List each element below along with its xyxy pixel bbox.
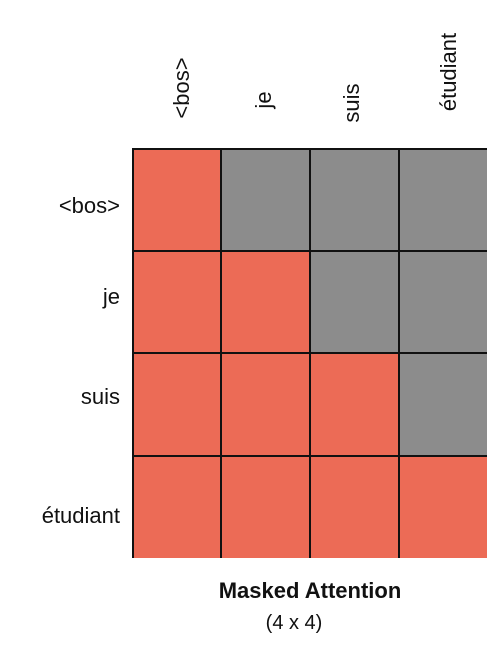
row-label: <bos> [58, 193, 120, 218]
attended-cell [309, 455, 398, 558]
masked-cell [398, 352, 487, 455]
diagram-title: Masked Attention [218, 578, 402, 603]
attention-matrix [132, 148, 487, 558]
attended-cell [132, 455, 220, 558]
masked-cell [309, 250, 398, 352]
column-label: suis [339, 83, 364, 123]
row-label: je [102, 284, 120, 309]
attended-cell [132, 250, 220, 352]
row-label: étudiant [41, 503, 120, 528]
masked-cell [398, 148, 487, 250]
attended-cell [398, 455, 487, 558]
attended-cell [220, 250, 309, 352]
attended-cell [132, 352, 220, 455]
masked-cell [309, 148, 398, 250]
masked-cell [398, 250, 487, 352]
row-label: suis [80, 384, 120, 409]
column-label: <bos> [169, 57, 194, 119]
attended-cell [220, 352, 309, 455]
diagram-subtitle: (4 x 4) [265, 612, 323, 634]
column-label: étudiant [436, 32, 461, 112]
column-label: je [251, 91, 276, 109]
attended-cell [220, 455, 309, 558]
attended-cell [132, 148, 220, 250]
attended-cell [309, 352, 398, 455]
masked-cell [220, 148, 309, 250]
